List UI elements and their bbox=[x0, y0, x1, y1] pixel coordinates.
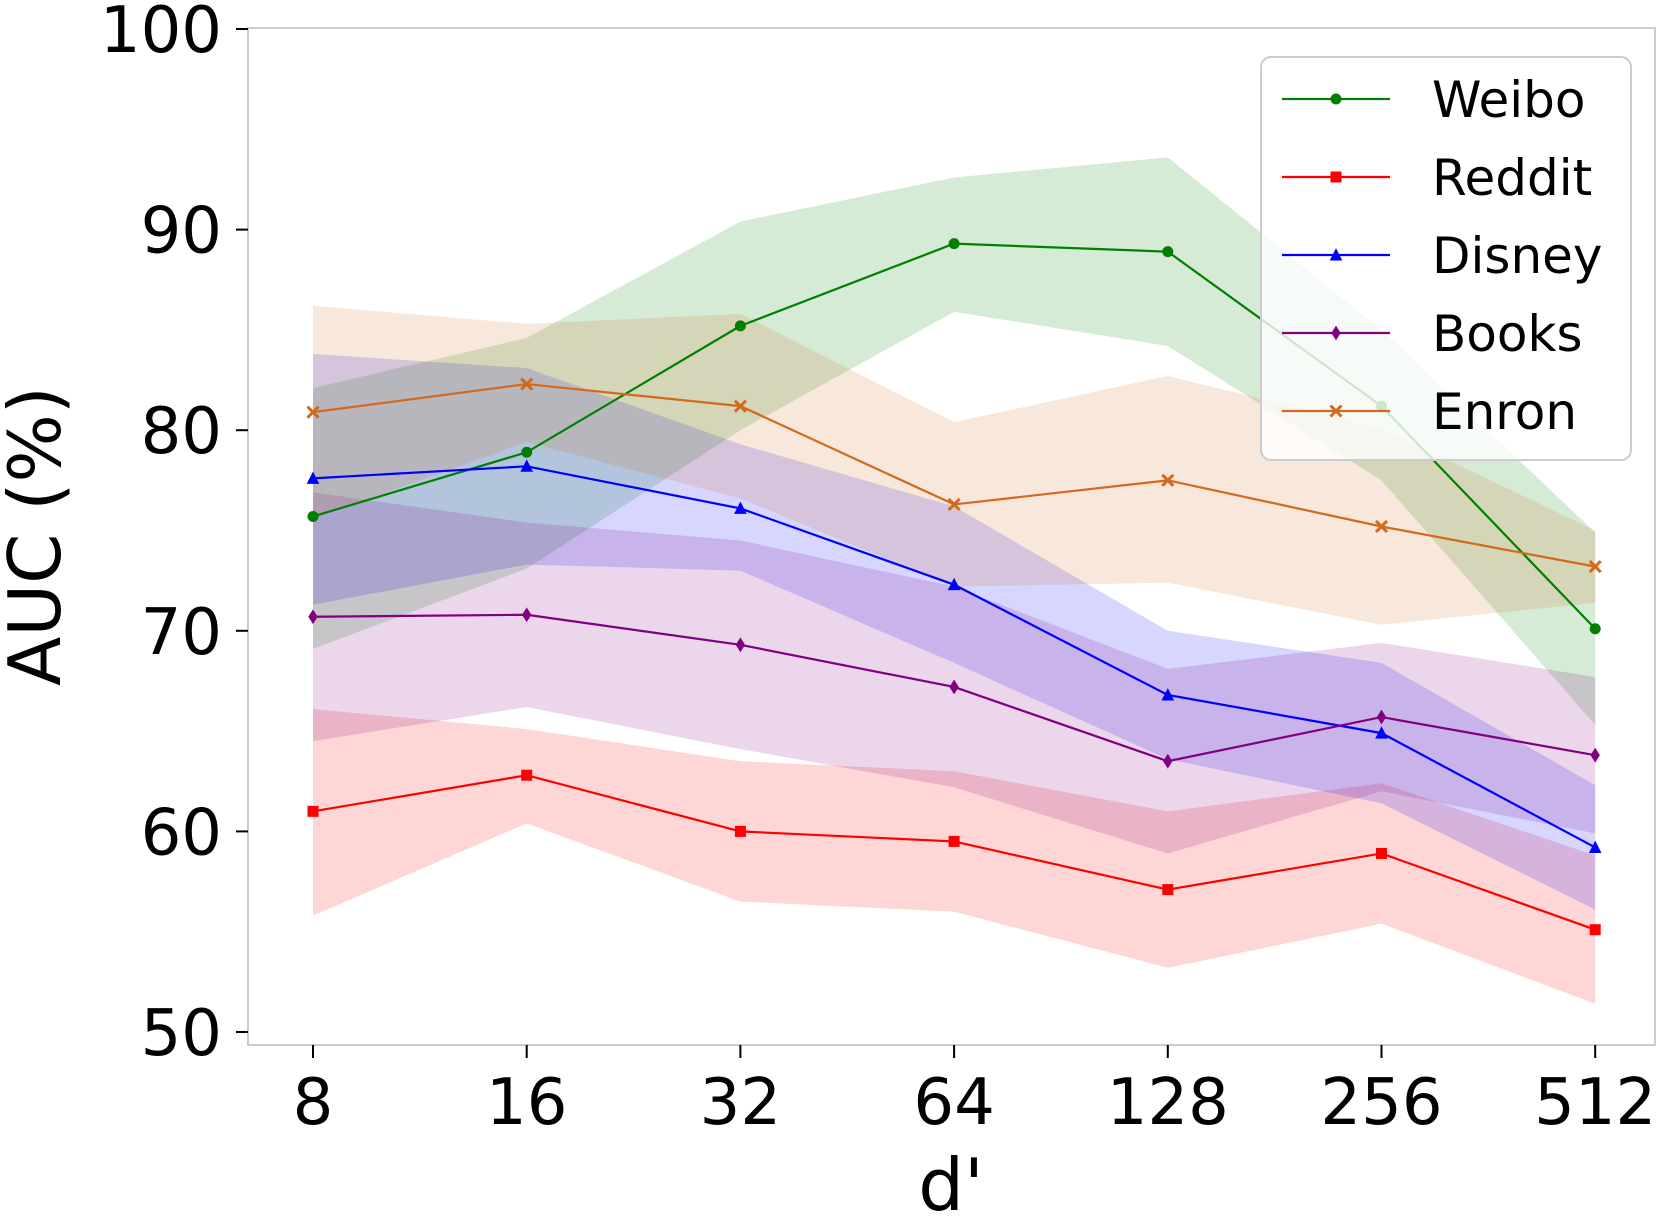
point-weibo-8 bbox=[307, 510, 319, 522]
band-books bbox=[313, 492, 1596, 854]
x-tick-label-256: 256 bbox=[1320, 1066, 1442, 1140]
point-weibo-128 bbox=[1162, 246, 1174, 258]
point-books-16 bbox=[522, 607, 532, 623]
point-weibo-32 bbox=[734, 320, 746, 332]
x-tick-label-512: 512 bbox=[1534, 1066, 1656, 1140]
y-tick-label-50: 50 bbox=[141, 997, 222, 1071]
point-disney-256 bbox=[1375, 726, 1388, 739]
legend-label-books: Books bbox=[1432, 305, 1583, 363]
y-axis-title: AUC (%) bbox=[0, 386, 77, 686]
x-tick-label-32: 32 bbox=[700, 1066, 781, 1140]
y-tick-label-80: 80 bbox=[141, 395, 222, 469]
band-enron bbox=[313, 305, 1596, 625]
legend-marker-enron bbox=[1329, 404, 1343, 418]
point-enron-32 bbox=[733, 399, 747, 413]
point-reddit-256 bbox=[1376, 847, 1387, 859]
legend-item-weibo: Weibo bbox=[1282, 71, 1586, 129]
y-axis: 50 60 70 80 90 100 bbox=[100, 0, 248, 1071]
legend-item-reddit: Reddit bbox=[1282, 149, 1592, 207]
point-disney-128 bbox=[1161, 688, 1175, 701]
point-enron-256 bbox=[1374, 519, 1389, 534]
point-reddit-8 bbox=[307, 805, 319, 817]
x-tick-label-128: 128 bbox=[1107, 1066, 1229, 1140]
point-enron-8 bbox=[306, 405, 320, 419]
point-enron-512 bbox=[1588, 560, 1602, 574]
y-tick-label-90: 90 bbox=[141, 195, 222, 269]
point-reddit-32 bbox=[734, 825, 746, 837]
series-markers bbox=[306, 238, 1602, 936]
legend-marker-books bbox=[1331, 325, 1341, 341]
legend: Weibo Reddit Disney Books Enron bbox=[1260, 56, 1632, 461]
point-disney-16 bbox=[520, 459, 534, 472]
point-books-32 bbox=[735, 637, 746, 653]
point-reddit-64 bbox=[948, 835, 960, 847]
point-weibo-64 bbox=[948, 238, 960, 250]
x-tick-label-8: 8 bbox=[293, 1066, 334, 1140]
point-enron-16 bbox=[520, 377, 534, 391]
y-tick-label-60: 60 bbox=[141, 796, 222, 870]
point-disney-512 bbox=[1588, 840, 1602, 853]
point-books-8 bbox=[308, 609, 318, 625]
y-tick-label-100: 100 bbox=[100, 0, 222, 68]
point-disney-32 bbox=[734, 501, 747, 514]
legend-frame bbox=[1260, 56, 1632, 461]
band-disney bbox=[313, 353, 1596, 910]
point-reddit-16 bbox=[521, 769, 533, 781]
point-enron-128 bbox=[1161, 473, 1175, 487]
x-axis: 8 16 32 64 128 256 512 bbox=[293, 1045, 1656, 1140]
legend-marker-weibo bbox=[1330, 93, 1342, 105]
point-reddit-512 bbox=[1589, 924, 1601, 936]
x-axis-title: d' bbox=[918, 1143, 984, 1218]
y-tick-label-70: 70 bbox=[141, 596, 222, 670]
legend-marker-disney bbox=[1329, 248, 1343, 261]
point-disney-8 bbox=[306, 471, 320, 484]
legend-marker-reddit bbox=[1330, 171, 1342, 183]
legend-label-enron: Enron bbox=[1432, 383, 1577, 441]
point-reddit-128 bbox=[1162, 884, 1174, 896]
legend-label-reddit: Reddit bbox=[1432, 149, 1592, 207]
legend-item-enron: Enron bbox=[1282, 383, 1577, 441]
plot-frame bbox=[247, 27, 1656, 1046]
legend-label-disney: Disney bbox=[1432, 227, 1602, 285]
x-tick-label-64: 64 bbox=[913, 1066, 994, 1140]
point-books-64 bbox=[949, 679, 959, 695]
legend-item-books: Books bbox=[1282, 305, 1583, 363]
point-books-128 bbox=[1163, 753, 1173, 769]
point-books-512 bbox=[1590, 747, 1600, 763]
x-tick-label-16: 16 bbox=[486, 1066, 567, 1140]
legend-item-disney: Disney bbox=[1282, 227, 1602, 285]
point-weibo-512 bbox=[1589, 623, 1601, 635]
point-weibo-16 bbox=[521, 446, 533, 458]
band-reddit bbox=[313, 709, 1596, 1004]
point-books-256 bbox=[1376, 709, 1387, 725]
legend-label-weibo: Weibo bbox=[1432, 71, 1586, 129]
point-disney-64 bbox=[947, 577, 961, 591]
point-enron-64 bbox=[947, 497, 961, 511]
